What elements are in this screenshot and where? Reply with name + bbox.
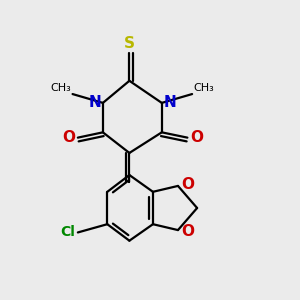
Text: N: N [163,95,176,110]
Text: S: S [124,36,135,51]
Text: O: O [181,224,194,239]
Text: Cl: Cl [60,225,75,239]
Text: CH₃: CH₃ [194,82,214,93]
Text: O: O [62,130,75,145]
Text: N: N [89,95,101,110]
Text: O: O [181,177,194,192]
Text: CH₃: CH₃ [50,82,71,93]
Text: O: O [190,130,203,145]
